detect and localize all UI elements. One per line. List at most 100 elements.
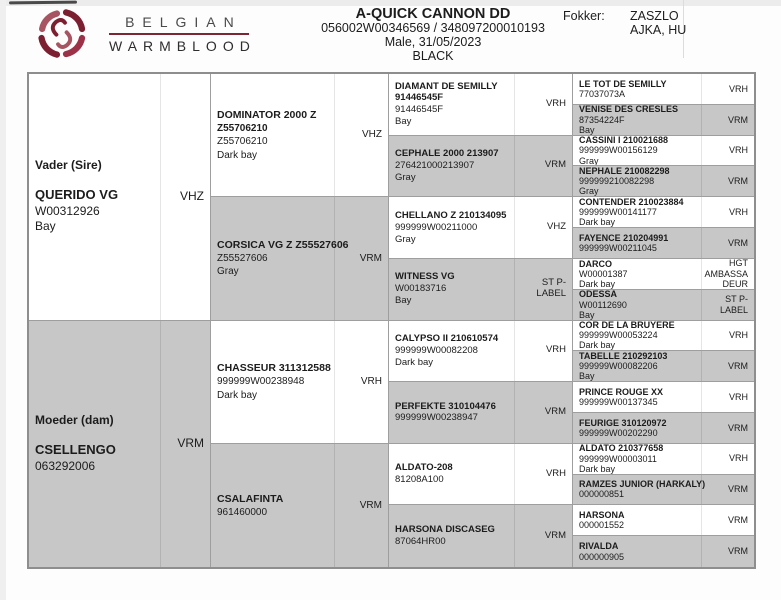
horse-color-text: Bay xyxy=(579,124,595,135)
horse-number-text: W00183716 xyxy=(395,283,447,295)
horse-color-text: Gray xyxy=(579,155,599,166)
pedigree-cell: CORSICA VG Z Z55527606 Z55527606 Gray VR… xyxy=(211,197,389,321)
horse-number-text: 999999W00137345 xyxy=(579,397,658,408)
studbook-suffix: VRH xyxy=(514,320,572,382)
horse-number-text: 999999W00211045 xyxy=(579,242,657,253)
pedigree-cell: DARCO W00001387 Dark bay HGT AMBASSADEUR xyxy=(573,258,754,290)
pedigree-cell: DIAMANT DE SEMILLY 91446545F 91446545F B… xyxy=(389,74,573,136)
studbook-suffix: VRM xyxy=(701,228,754,258)
studbook-suffix: VRM xyxy=(701,104,754,135)
pedigree-cell: HARSONA 000001552 VRM xyxy=(573,505,754,537)
horse-number-text: 961460000 xyxy=(217,506,268,518)
horse-number-text: 81208A100 xyxy=(395,474,444,486)
studbook-suffix: VRM xyxy=(701,474,754,505)
horse-color-text: Dark bay xyxy=(579,463,616,474)
horse-number-text: W00312926 xyxy=(35,203,100,218)
coat-color: BLACK xyxy=(412,48,454,63)
horse-color-text: Dark bay xyxy=(579,278,616,289)
horse-name-text: PERFEKTE 310104476 xyxy=(395,400,496,412)
logo-text-warmblood: WARMBLOOD xyxy=(109,37,256,54)
horse-color-text: Bay xyxy=(395,116,412,128)
pedigree-cell: CSALAFINTA 961460000 VRM xyxy=(211,443,389,567)
studbook-suffix: VRM xyxy=(514,382,572,443)
pedigree-cell: ODESSA W00112690 Bay ST P-LABEL xyxy=(573,289,754,321)
sire-text: Vader (Sire) QUERIDO VG W00312926 Bay xyxy=(29,74,160,320)
studbook-suffix: HGT AMBASSADEUR xyxy=(701,258,754,289)
horse-number-text: 77037073A xyxy=(579,88,626,99)
pedigree-cell: LE TOT DE SEMILLY 77037073A VRH xyxy=(573,74,754,105)
belgian-warmblood-logo-icon xyxy=(38,9,86,58)
pedigree-cell: CASSINI I 210021688 999999W00156129 Gray… xyxy=(573,135,754,167)
sex-and-birthdate: Male, 31/05/2023 xyxy=(384,34,482,49)
horse-number-text: 87354224F xyxy=(579,114,625,125)
pedigree-cell: DOMINATOR 2000 Z Z55706210 Z55706210 Dar… xyxy=(211,74,389,198)
studbook-suffix: VRM xyxy=(334,197,388,320)
horse-name-text: CALYPSO II 210610574 xyxy=(395,333,499,344)
horse-color-text: Dark bay xyxy=(579,217,616,228)
pedigree-cell: CHELLANO Z 210134095 999999W00211000 Gra… xyxy=(389,197,573,259)
logo-wordmark: BELGIAN WARMBLOOD xyxy=(103,14,256,54)
dam-label: Moeder (dam) xyxy=(35,413,114,428)
breeder-label: Fokker: xyxy=(563,9,605,23)
horse-name-text: DARCO xyxy=(579,258,612,269)
horse-name-text: DOMINATOR 2000 Z xyxy=(217,108,317,121)
horse-name: A-QUICK CANNON DD xyxy=(355,6,511,22)
horse-name-text: ALDATO-208 xyxy=(395,462,453,474)
horse-name-text: VENISE DES CRESLES xyxy=(579,104,679,115)
pedigree-cell: RIVALDA 000000905 VRM xyxy=(573,536,754,567)
sire-label: Vader (Sire) xyxy=(35,158,102,173)
studbook-suffix: VRM xyxy=(701,166,754,197)
pedigree-cell: CEPHALE 2000 213907 276421000213907 Gray… xyxy=(389,135,573,198)
horse-color-text: Gray xyxy=(395,171,416,183)
horse-number-text: 063292006 xyxy=(35,458,96,473)
horse-number-text: 999999210082298 xyxy=(579,176,655,187)
horse-name-text: CORSICA VG Z Z55527606 xyxy=(217,238,349,251)
horse-number-text: Z55706210 xyxy=(217,136,268,148)
horse-number-text: W00001387 xyxy=(579,268,628,279)
horse-number-text: W00112690 xyxy=(579,299,627,310)
horse-name-text: HARSONA xyxy=(579,510,625,521)
horse-name-text: COR DE LA BRUYERE xyxy=(579,320,675,331)
horse-name-text: QUERIDO VG xyxy=(35,187,119,202)
studbook-suffix: VRH xyxy=(514,443,572,505)
horse-name-text: RAMZES JUNIOR (HARKALY) xyxy=(579,479,706,490)
horse-name-text: CSELLENGO xyxy=(35,441,116,457)
horse-name-text: ODESSA xyxy=(579,289,618,300)
horse-name-text: WITNESS VG xyxy=(395,271,455,283)
horse-color-text: Bay xyxy=(395,295,412,307)
belgian-warmblood-logo: BELGIAN WARMBLOOD xyxy=(33,5,256,62)
horse-number-bold-text: 91446545F xyxy=(395,92,444,104)
horse-name-text: CHELLANO Z 210134095 xyxy=(395,209,507,221)
pedigree-cell: PRINCE ROUGE XX 999999W00137345 VRH xyxy=(573,382,754,413)
horse-number-bold-text: Z55706210 xyxy=(217,122,268,134)
registration-numbers: 056002W00346569 / 348097200010193 xyxy=(321,21,545,35)
horse-number-text: 999999W00238948 xyxy=(217,376,305,388)
pedigree-cell: FAYENCE 210204991 999999W00211045 VRM xyxy=(573,228,754,259)
horse-name-text: CASSINI I 210021688 xyxy=(579,135,669,146)
horse-number-text: 999999W00202290 xyxy=(579,427,658,438)
studbook-suffix: VRM xyxy=(701,536,754,567)
pedigree-cell: HARSONA DISCASEG 87064HR00 VRM xyxy=(389,505,573,567)
horse-name-text: PRINCE ROUGE XX xyxy=(579,386,664,397)
horse-number-text: 999999W00053224 xyxy=(579,330,658,341)
horse-color-text: Dark bay xyxy=(579,340,616,351)
horse-name-text: HARSONA DISCASEG xyxy=(395,524,495,536)
pedigree-cell: COR DE LA BRUYERE 999999W00053224 Dark b… xyxy=(573,320,754,352)
pedigree-cell: ALDATO-208 81208A100 VRH xyxy=(389,443,573,506)
breeder-name: ZASZLO xyxy=(630,9,679,23)
horse-number-text: 87064HR00 xyxy=(395,536,446,548)
studbook-suffix: VHZ xyxy=(334,74,388,197)
pedigree-cell: CALYPSO II 210610574 999999W00082208 Dar… xyxy=(389,320,573,383)
pedigree-table: Vader (Sire) QUERIDO VG W00312926 Bay VH… xyxy=(27,72,756,569)
horse-number-text: 999999W00003011 xyxy=(579,453,657,464)
studbook-suffix: VRM xyxy=(334,443,388,567)
horse-number-text: 999999W00082206 xyxy=(579,361,658,372)
horse-number-text: Z55527606 xyxy=(217,252,268,264)
studbook-suffix: VRH xyxy=(701,197,754,228)
horse-name-text: FEURIGE 310120972 xyxy=(579,417,667,428)
horse-color-text: Bay xyxy=(579,371,595,382)
scan-edge-left xyxy=(0,0,6,600)
horse-color-text: Dark bay xyxy=(217,149,258,161)
studbook-suffix: VRH xyxy=(701,320,754,351)
studbook-suffix: VRH xyxy=(701,74,754,104)
